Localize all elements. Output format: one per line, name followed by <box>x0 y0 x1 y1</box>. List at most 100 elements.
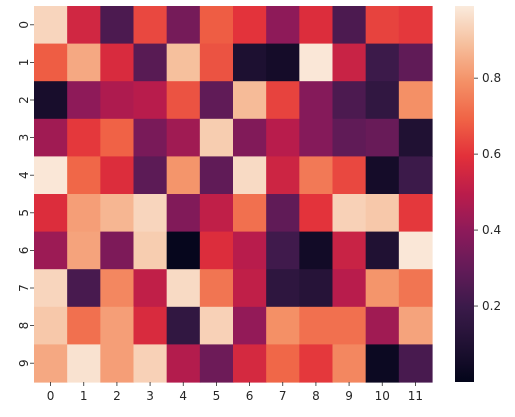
heatmap-cell-r3-c1 <box>67 118 101 157</box>
heatmap-cell-r0-c4 <box>166 6 201 45</box>
heatmap-cell-r9-c3 <box>133 344 168 383</box>
heatmap-cells <box>34 6 433 383</box>
heatmap-cell-r8-c11 <box>398 306 433 345</box>
heatmap-cell-r6-c9 <box>332 231 367 270</box>
colorbar-tick-label: 0.2 <box>482 299 501 313</box>
heatmap-cell-r0-c3 <box>133 6 168 45</box>
heatmap-cell-r5-c2 <box>100 194 135 233</box>
heatmap-cell-r1-c0 <box>34 43 68 82</box>
heatmap-cell-r3-c0 <box>34 118 68 157</box>
heatmap-cell-r9-c11 <box>398 344 433 383</box>
heatmap-cell-r9-c1 <box>67 344 101 383</box>
heatmap-cell-r6-c3 <box>133 231 168 270</box>
heatmap-cell-r4-c1 <box>67 156 101 195</box>
x-axis: 0 1 2 3 4 5 6 7 8 9 10 11 <box>47 382 423 403</box>
heatmap-cell-r1-c2 <box>100 43 135 82</box>
heatmap-cell-r4-c6 <box>233 156 267 195</box>
heatmap-cell-r0-c8 <box>299 6 334 45</box>
y-axis: 0 1 2 3 4 5 6 7 8 9 <box>17 21 34 367</box>
heatmap-cell-r9-c0 <box>34 344 68 383</box>
heatmap-cell-r8-c9 <box>332 306 367 345</box>
heatmap-cell-r8-c4 <box>166 306 201 345</box>
heatmap-cell-r6-c0 <box>34 231 68 270</box>
heatmap-cell-r2-c8 <box>299 81 334 120</box>
colorbar-tick-label: 0.6 <box>482 147 501 161</box>
x-tick-label: 10 <box>375 389 390 403</box>
x-tick-label: 1 <box>80 389 88 403</box>
heatmap-cell-r1-c8 <box>299 43 334 82</box>
heatmap-cell-r0-c10 <box>365 6 400 45</box>
heatmap-cell-r0-c7 <box>266 6 300 45</box>
heatmap-cell-r4-c9 <box>332 156 367 195</box>
heatmap-cell-r2-c11 <box>398 81 433 120</box>
y-tick-label: 9 <box>17 359 31 367</box>
heatmap-cell-r7-c10 <box>365 269 400 308</box>
heatmap-cell-r8-c3 <box>133 306 168 345</box>
heatmap-cell-r9-c10 <box>365 344 400 383</box>
heatmap-cell-r4-c0 <box>34 156 68 195</box>
heatmap-cell-r7-c11 <box>398 269 433 308</box>
y-tick-label: 3 <box>17 134 31 142</box>
heatmap-cell-r1-c11 <box>398 43 433 82</box>
x-tick-label: 8 <box>312 389 320 403</box>
heatmap-cell-r9-c5 <box>199 344 234 383</box>
x-tick-label: 3 <box>146 389 154 403</box>
heatmap-cell-r3-c6 <box>233 118 267 157</box>
heatmap-cell-r8-c2 <box>100 306 135 345</box>
heatmap-cell-r0-c2 <box>100 6 135 45</box>
heatmap-cell-r5-c11 <box>398 194 433 233</box>
heatmap-cell-r7-c0 <box>34 269 68 308</box>
heatmap-cell-r3-c4 <box>166 118 201 157</box>
heatmap-cell-r1-c1 <box>67 43 101 82</box>
heatmap-cell-r8-c6 <box>233 306 267 345</box>
heatmap-cell-r0-c6 <box>233 6 267 45</box>
heatmap-cell-r5-c7 <box>266 194 300 233</box>
heatmap-cell-r0-c11 <box>398 6 433 45</box>
x-tick-label: 6 <box>246 389 254 403</box>
heatmap-cell-r4-c2 <box>100 156 135 195</box>
heatmap-cell-r5-c0 <box>34 194 68 233</box>
x-tick-label: 5 <box>213 389 221 403</box>
heatmap-cell-r5-c9 <box>332 194 367 233</box>
heatmap-cell-r6-c11 <box>398 231 433 270</box>
heatmap-cell-r6-c5 <box>199 231 234 270</box>
heatmap-cell-r0-c5 <box>199 6 234 45</box>
heatmap-cell-r5-c10 <box>365 194 400 233</box>
heatmap-cell-r2-c7 <box>266 81 300 120</box>
heatmap-cell-r0-c0 <box>34 6 68 45</box>
heatmap-cell-r5-c4 <box>166 194 201 233</box>
heatmap-cell-r4-c5 <box>199 156 234 195</box>
heatmap-cell-r2-c6 <box>233 81 267 120</box>
heatmap-cell-r7-c4 <box>166 269 201 308</box>
x-tick-label: 0 <box>47 389 55 403</box>
heatmap-cell-r6-c7 <box>266 231 300 270</box>
heatmap-cell-r5-c1 <box>67 194 101 233</box>
y-tick-label: 8 <box>17 322 31 330</box>
heatmap-cell-r3-c8 <box>299 118 334 157</box>
heatmap-cell-r2-c4 <box>166 81 201 120</box>
colorbar-tick-label: 0.4 <box>482 223 501 237</box>
heatmap-cell-r3-c10 <box>365 118 400 157</box>
colorbar: 0.2 0.4 0.6 0.8 <box>455 6 501 382</box>
heatmap-cell-r9-c9 <box>332 344 367 383</box>
heatmap-cell-r9-c8 <box>299 344 334 383</box>
heatmap-cell-r1-c7 <box>266 43 300 82</box>
colorbar-gradient <box>455 6 474 382</box>
heatmap-cell-r2-c1 <box>67 81 101 120</box>
heatmap-cell-r4-c3 <box>133 156 168 195</box>
heatmap-cell-r3-c3 <box>133 118 168 157</box>
heatmap-cell-r7-c6 <box>233 269 267 308</box>
heatmap-cell-r4-c10 <box>365 156 400 195</box>
heatmap-cell-r2-c2 <box>100 81 135 120</box>
heatmap-cell-r9-c7 <box>266 344 300 383</box>
y-tick-label: 2 <box>17 96 31 104</box>
y-tick-label: 0 <box>17 21 31 29</box>
heatmap-cell-r9-c6 <box>233 344 267 383</box>
heatmap-cell-r8-c8 <box>299 306 334 345</box>
heatmap-cell-r1-c10 <box>365 43 400 82</box>
heatmap-cell-r0-c1 <box>67 6 101 45</box>
heatmap-cell-r5-c6 <box>233 194 267 233</box>
heatmap-cell-r0-c9 <box>332 6 367 45</box>
